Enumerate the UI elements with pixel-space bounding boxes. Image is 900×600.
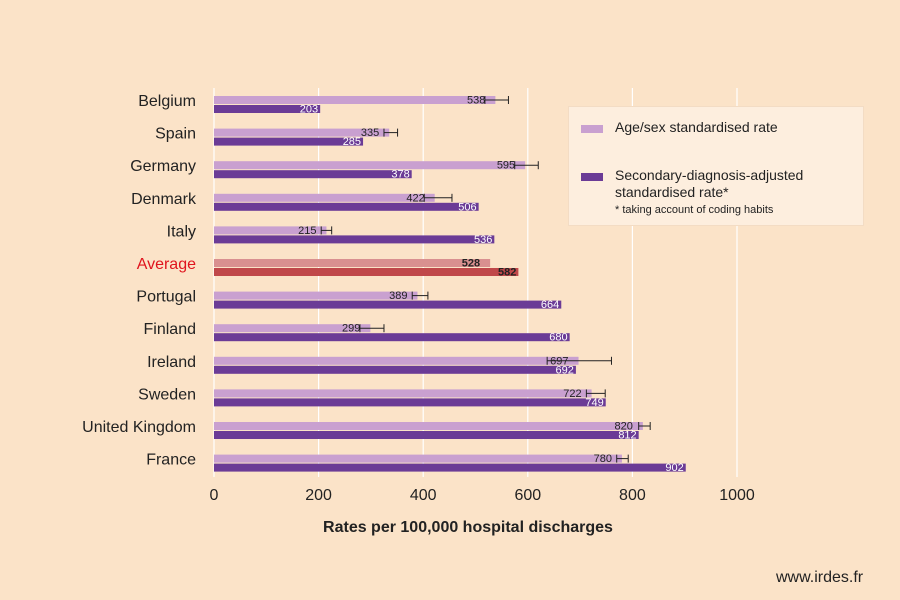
legend-label-age-sex: Age/sex standardised rate — [615, 119, 778, 135]
bar-age-sex-spain — [214, 128, 390, 137]
data-label-age-sex-spain: 335 — [361, 127, 379, 139]
bar-adjusted-sweden — [214, 398, 606, 407]
data-label-age-sex-denmark: 422 — [406, 192, 424, 204]
bar-adjusted-italy — [214, 235, 495, 244]
bar-age-sex-germany — [214, 161, 526, 170]
x-tick-label: 800 — [619, 487, 646, 504]
category-label-sweden: Sweden — [138, 386, 196, 403]
data-label-adjusted-denmark: 506 — [458, 201, 476, 213]
bar-age-sex-united-kingdom — [214, 422, 643, 430]
x-axis-title: Rates per 100,000 hospital discharges — [323, 519, 613, 536]
x-tick-label: 200 — [305, 487, 332, 504]
bar-age-sex-sweden — [214, 389, 592, 398]
category-label-finland: Finland — [144, 321, 196, 338]
data-label-adjusted-belgium: 203 — [300, 104, 318, 116]
bar-adjusted-united-kingdom — [214, 431, 639, 439]
data-label-age-sex-ireland: 697 — [550, 355, 568, 367]
legend-note: * taking account of coding habits — [615, 204, 774, 216]
data-label-adjusted-spain: 285 — [343, 136, 361, 148]
bar-age-sex-italy — [214, 226, 327, 235]
bar-age-sex-portugal — [214, 291, 418, 300]
data-label-age-sex-belgium: 538 — [467, 95, 485, 107]
data-label-adjusted-portugal: 664 — [541, 299, 559, 311]
data-label-adjusted-finland: 680 — [549, 332, 567, 344]
data-label-adjusted-ireland: 692 — [556, 364, 574, 376]
bar-adjusted-finland — [214, 333, 570, 342]
legend-item-age-sex: Age/sex standardised rate — [581, 119, 851, 136]
category-label-average: Average — [137, 256, 196, 273]
legend-swatch-age-sex — [581, 125, 603, 133]
data-label-adjusted-italy: 536 — [474, 234, 492, 246]
legend-item-adjusted: Secondary-diagnosis-adjusted standardise… — [581, 167, 851, 201]
data-label-age-sex-portugal: 389 — [389, 290, 407, 302]
legend: Age/sex standardised rate Secondary-diag… — [568, 106, 864, 226]
bar-adjusted-spain — [214, 137, 364, 146]
category-label-france: France — [146, 452, 196, 469]
x-tick-label: 600 — [514, 487, 541, 504]
category-label-ireland: Ireland — [147, 354, 196, 371]
bar-age-sex-belgium — [214, 96, 496, 104]
category-label-denmark: Denmark — [131, 191, 197, 208]
bar-adjusted-belgium — [214, 105, 321, 113]
bar-adjusted-denmark — [214, 202, 479, 211]
category-label-portugal: Portugal — [136, 289, 196, 306]
bar-age-sex-ireland — [214, 356, 579, 365]
bar-adjusted-germany — [214, 170, 412, 179]
data-label-adjusted-france: 902 — [665, 462, 683, 474]
data-label-adjusted-united-kingdom: 812 — [618, 430, 636, 442]
data-label-age-sex-average: 528 — [462, 258, 480, 270]
x-tick-label: 1000 — [719, 487, 755, 504]
bar-age-sex-denmark — [214, 193, 435, 202]
source-url: www.irdes.fr — [776, 569, 864, 586]
bar-adjusted-portugal — [214, 300, 562, 309]
x-tick-label: 400 — [410, 487, 437, 504]
legend-label-adjusted: Secondary-diagnosis-adjusted standardise… — [615, 167, 804, 200]
data-label-age-sex-finland: 299 — [342, 323, 360, 335]
bar-adjusted-france — [214, 463, 686, 472]
bar-adjusted-average — [214, 268, 519, 276]
category-label-united-kingdom: United Kingdom — [82, 419, 196, 436]
bar-age-sex-france — [214, 454, 622, 463]
bar-age-sex-finland — [214, 324, 371, 333]
category-label-italy: Italy — [167, 223, 196, 240]
data-label-age-sex-sweden: 722 — [563, 388, 581, 400]
category-label-spain: Spain — [155, 126, 196, 143]
data-label-adjusted-germany: 378 — [391, 169, 409, 181]
data-label-age-sex-germany: 595 — [497, 160, 515, 172]
category-labels: Belgium Spain Germany Denmark Italy Average Po… — [82, 93, 197, 469]
data-label-age-sex-france: 780 — [594, 453, 612, 465]
category-label-germany: Germany — [130, 158, 196, 175]
category-label-belgium: Belgium — [138, 93, 196, 110]
x-tick-label: 0 — [210, 487, 219, 504]
bar-adjusted-ireland — [214, 365, 576, 374]
bar-age-sex-average — [214, 259, 491, 267]
x-axis: 0 200 400 600 800 1000 — [210, 487, 755, 504]
legend-swatch-adjusted — [581, 173, 603, 181]
data-label-age-sex-italy: 215 — [298, 225, 316, 237]
data-label-adjusted-average: 582 — [498, 267, 516, 279]
data-label-adjusted-sweden: 749 — [585, 397, 603, 409]
data-label-age-sex-united-kingdom: 820 — [615, 421, 633, 433]
